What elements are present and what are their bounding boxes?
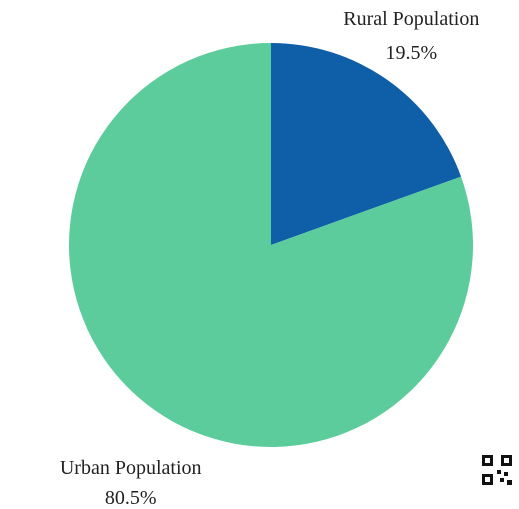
slice-value-label: 19.5% xyxy=(385,42,437,64)
qr-icon xyxy=(482,455,512,485)
slice-label: Urban Population xyxy=(60,457,202,479)
slice-value-label: 80.5% xyxy=(105,487,157,509)
slice-label: Rural Population xyxy=(343,8,479,30)
pie-slice xyxy=(271,43,462,245)
pie-slice xyxy=(69,43,473,448)
